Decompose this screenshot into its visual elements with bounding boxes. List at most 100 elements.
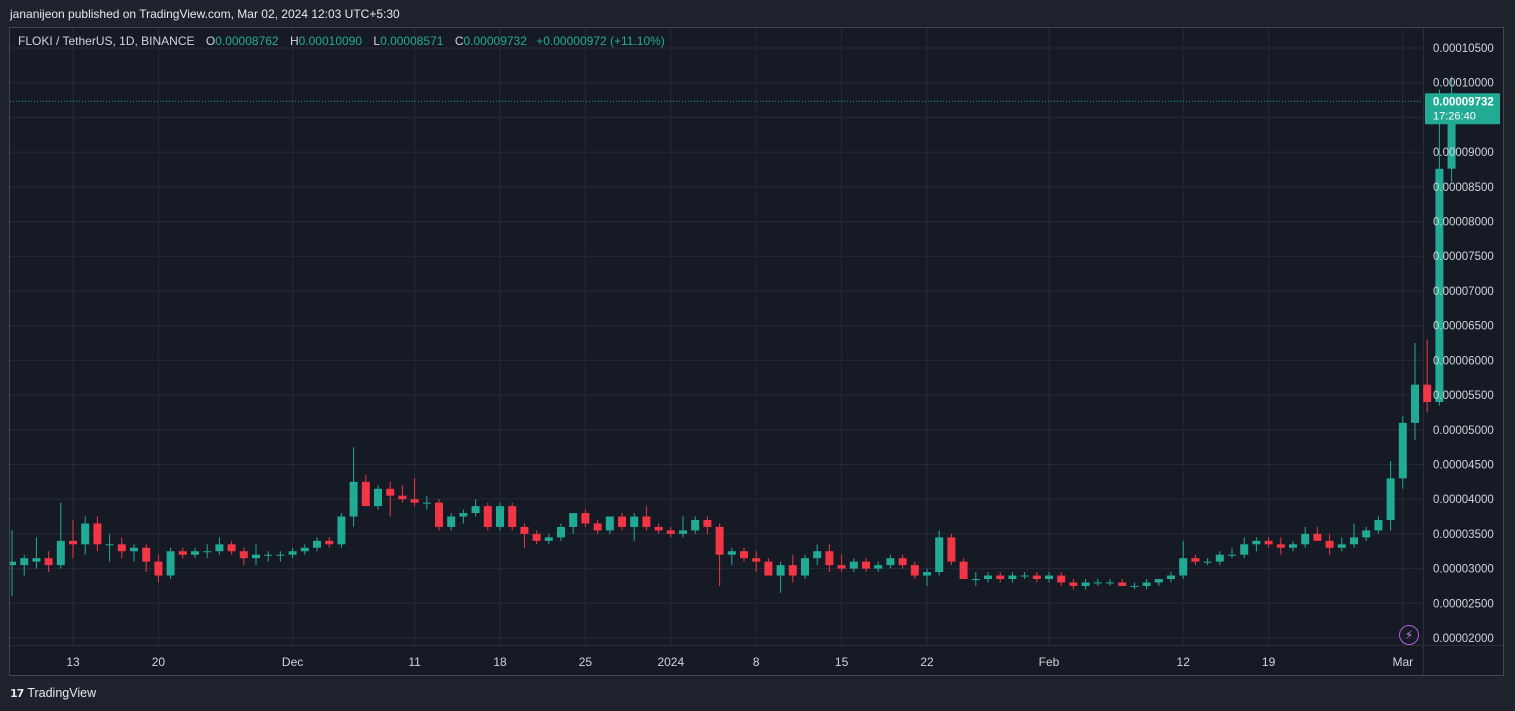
candle[interactable] xyxy=(801,554,809,579)
candle[interactable] xyxy=(166,547,175,579)
candle[interactable] xyxy=(642,506,651,531)
candle[interactable] xyxy=(1032,572,1041,583)
candle[interactable] xyxy=(69,520,77,559)
candle[interactable] xyxy=(581,509,590,527)
candle[interactable] xyxy=(239,547,248,566)
candle[interactable] xyxy=(1313,526,1322,541)
candle[interactable] xyxy=(1423,339,1432,413)
candle[interactable] xyxy=(984,572,992,583)
candle[interactable] xyxy=(410,478,419,507)
candle[interactable] xyxy=(178,547,187,559)
candle[interactable] xyxy=(764,558,773,576)
candle[interactable] xyxy=(1118,579,1127,586)
candle[interactable] xyxy=(813,544,822,566)
candle[interactable] xyxy=(313,537,321,552)
candlestick-chart[interactable]: 0.000105000.000100000.000095000.00009000… xyxy=(10,28,1503,675)
candle[interactable] xyxy=(276,551,285,562)
candle[interactable] xyxy=(1228,547,1236,559)
candle[interactable] xyxy=(776,561,785,593)
candle[interactable] xyxy=(947,533,956,566)
candle[interactable] xyxy=(715,523,724,586)
candle[interactable] xyxy=(203,544,212,559)
candle[interactable] xyxy=(788,554,797,583)
candle[interactable] xyxy=(1215,551,1224,566)
candle[interactable] xyxy=(1020,572,1029,579)
candle[interactable] xyxy=(557,523,565,541)
candle[interactable] xyxy=(1093,579,1102,586)
candle[interactable] xyxy=(618,513,626,531)
candle[interactable] xyxy=(532,530,541,545)
candle[interactable] xyxy=(679,516,687,538)
candle[interactable] xyxy=(874,561,883,573)
candle[interactable] xyxy=(422,495,431,510)
candle[interactable] xyxy=(569,513,578,534)
candle[interactable] xyxy=(264,551,273,562)
candle[interactable] xyxy=(1264,537,1273,548)
candle[interactable] xyxy=(361,474,370,507)
candle[interactable] xyxy=(1289,540,1297,552)
candle[interactable] xyxy=(837,554,846,573)
candle[interactable] xyxy=(605,516,614,534)
candle[interactable] xyxy=(508,502,517,531)
candle[interactable] xyxy=(1386,461,1395,531)
candle[interactable] xyxy=(1081,579,1090,590)
candle[interactable] xyxy=(1167,572,1175,583)
candle[interactable] xyxy=(32,537,41,569)
candle[interactable] xyxy=(288,547,297,559)
candle[interactable] xyxy=(252,544,260,566)
candle[interactable] xyxy=(1142,579,1151,590)
flash-icon[interactable]: ⚡ xyxy=(1399,625,1419,645)
candle[interactable] xyxy=(435,499,443,531)
candle[interactable] xyxy=(703,516,712,534)
candle[interactable] xyxy=(923,568,931,586)
candle[interactable] xyxy=(1337,537,1346,552)
candle[interactable] xyxy=(56,502,65,569)
candle[interactable] xyxy=(630,513,639,541)
candle[interactable] xyxy=(105,533,114,562)
candle[interactable] xyxy=(191,547,199,559)
candle[interactable] xyxy=(1069,579,1078,590)
candle[interactable] xyxy=(154,554,163,583)
candle[interactable] xyxy=(459,509,468,524)
candle[interactable] xyxy=(520,523,529,548)
tradingview-footer[interactable]: 17 TradingView xyxy=(10,686,96,700)
candle[interactable] xyxy=(1325,533,1334,555)
candle[interactable] xyxy=(386,481,395,517)
candle[interactable] xyxy=(959,558,968,579)
candle[interactable] xyxy=(325,537,334,548)
candle[interactable] xyxy=(1203,558,1212,566)
candle[interactable] xyxy=(971,572,980,586)
candle[interactable] xyxy=(1179,540,1188,579)
candle[interactable] xyxy=(1240,537,1249,559)
candle[interactable] xyxy=(215,537,224,555)
candle[interactable] xyxy=(1398,415,1407,489)
candle[interactable] xyxy=(544,533,553,545)
candle[interactable] xyxy=(862,558,870,573)
candle[interactable] xyxy=(825,544,834,573)
candle[interactable] xyxy=(898,554,907,569)
candle[interactable] xyxy=(1130,582,1139,590)
candle[interactable] xyxy=(447,513,456,531)
candle[interactable] xyxy=(666,526,675,538)
candle[interactable] xyxy=(1106,579,1114,586)
candle[interactable] xyxy=(740,547,748,562)
candle[interactable] xyxy=(1057,572,1066,586)
candle[interactable] xyxy=(93,516,102,552)
candle[interactable] xyxy=(496,502,504,531)
candle[interactable] xyxy=(1191,554,1200,566)
candle[interactable] xyxy=(1008,572,1017,583)
candle[interactable] xyxy=(117,537,126,559)
candle[interactable] xyxy=(81,516,90,555)
candle[interactable] xyxy=(349,447,358,527)
candle[interactable] xyxy=(337,513,346,548)
candle[interactable] xyxy=(1276,537,1285,555)
symbol-legend[interactable]: FLOKI / TetherUS, 1D, BINANCE O0.0000876… xyxy=(18,34,665,48)
candle[interactable] xyxy=(142,544,151,573)
candle[interactable] xyxy=(654,523,663,534)
candle[interactable] xyxy=(935,530,944,576)
candle[interactable] xyxy=(1435,89,1444,406)
candle[interactable] xyxy=(1374,516,1383,534)
candle[interactable] xyxy=(130,544,138,562)
candle[interactable] xyxy=(1411,343,1419,441)
candle[interactable] xyxy=(1154,579,1163,586)
